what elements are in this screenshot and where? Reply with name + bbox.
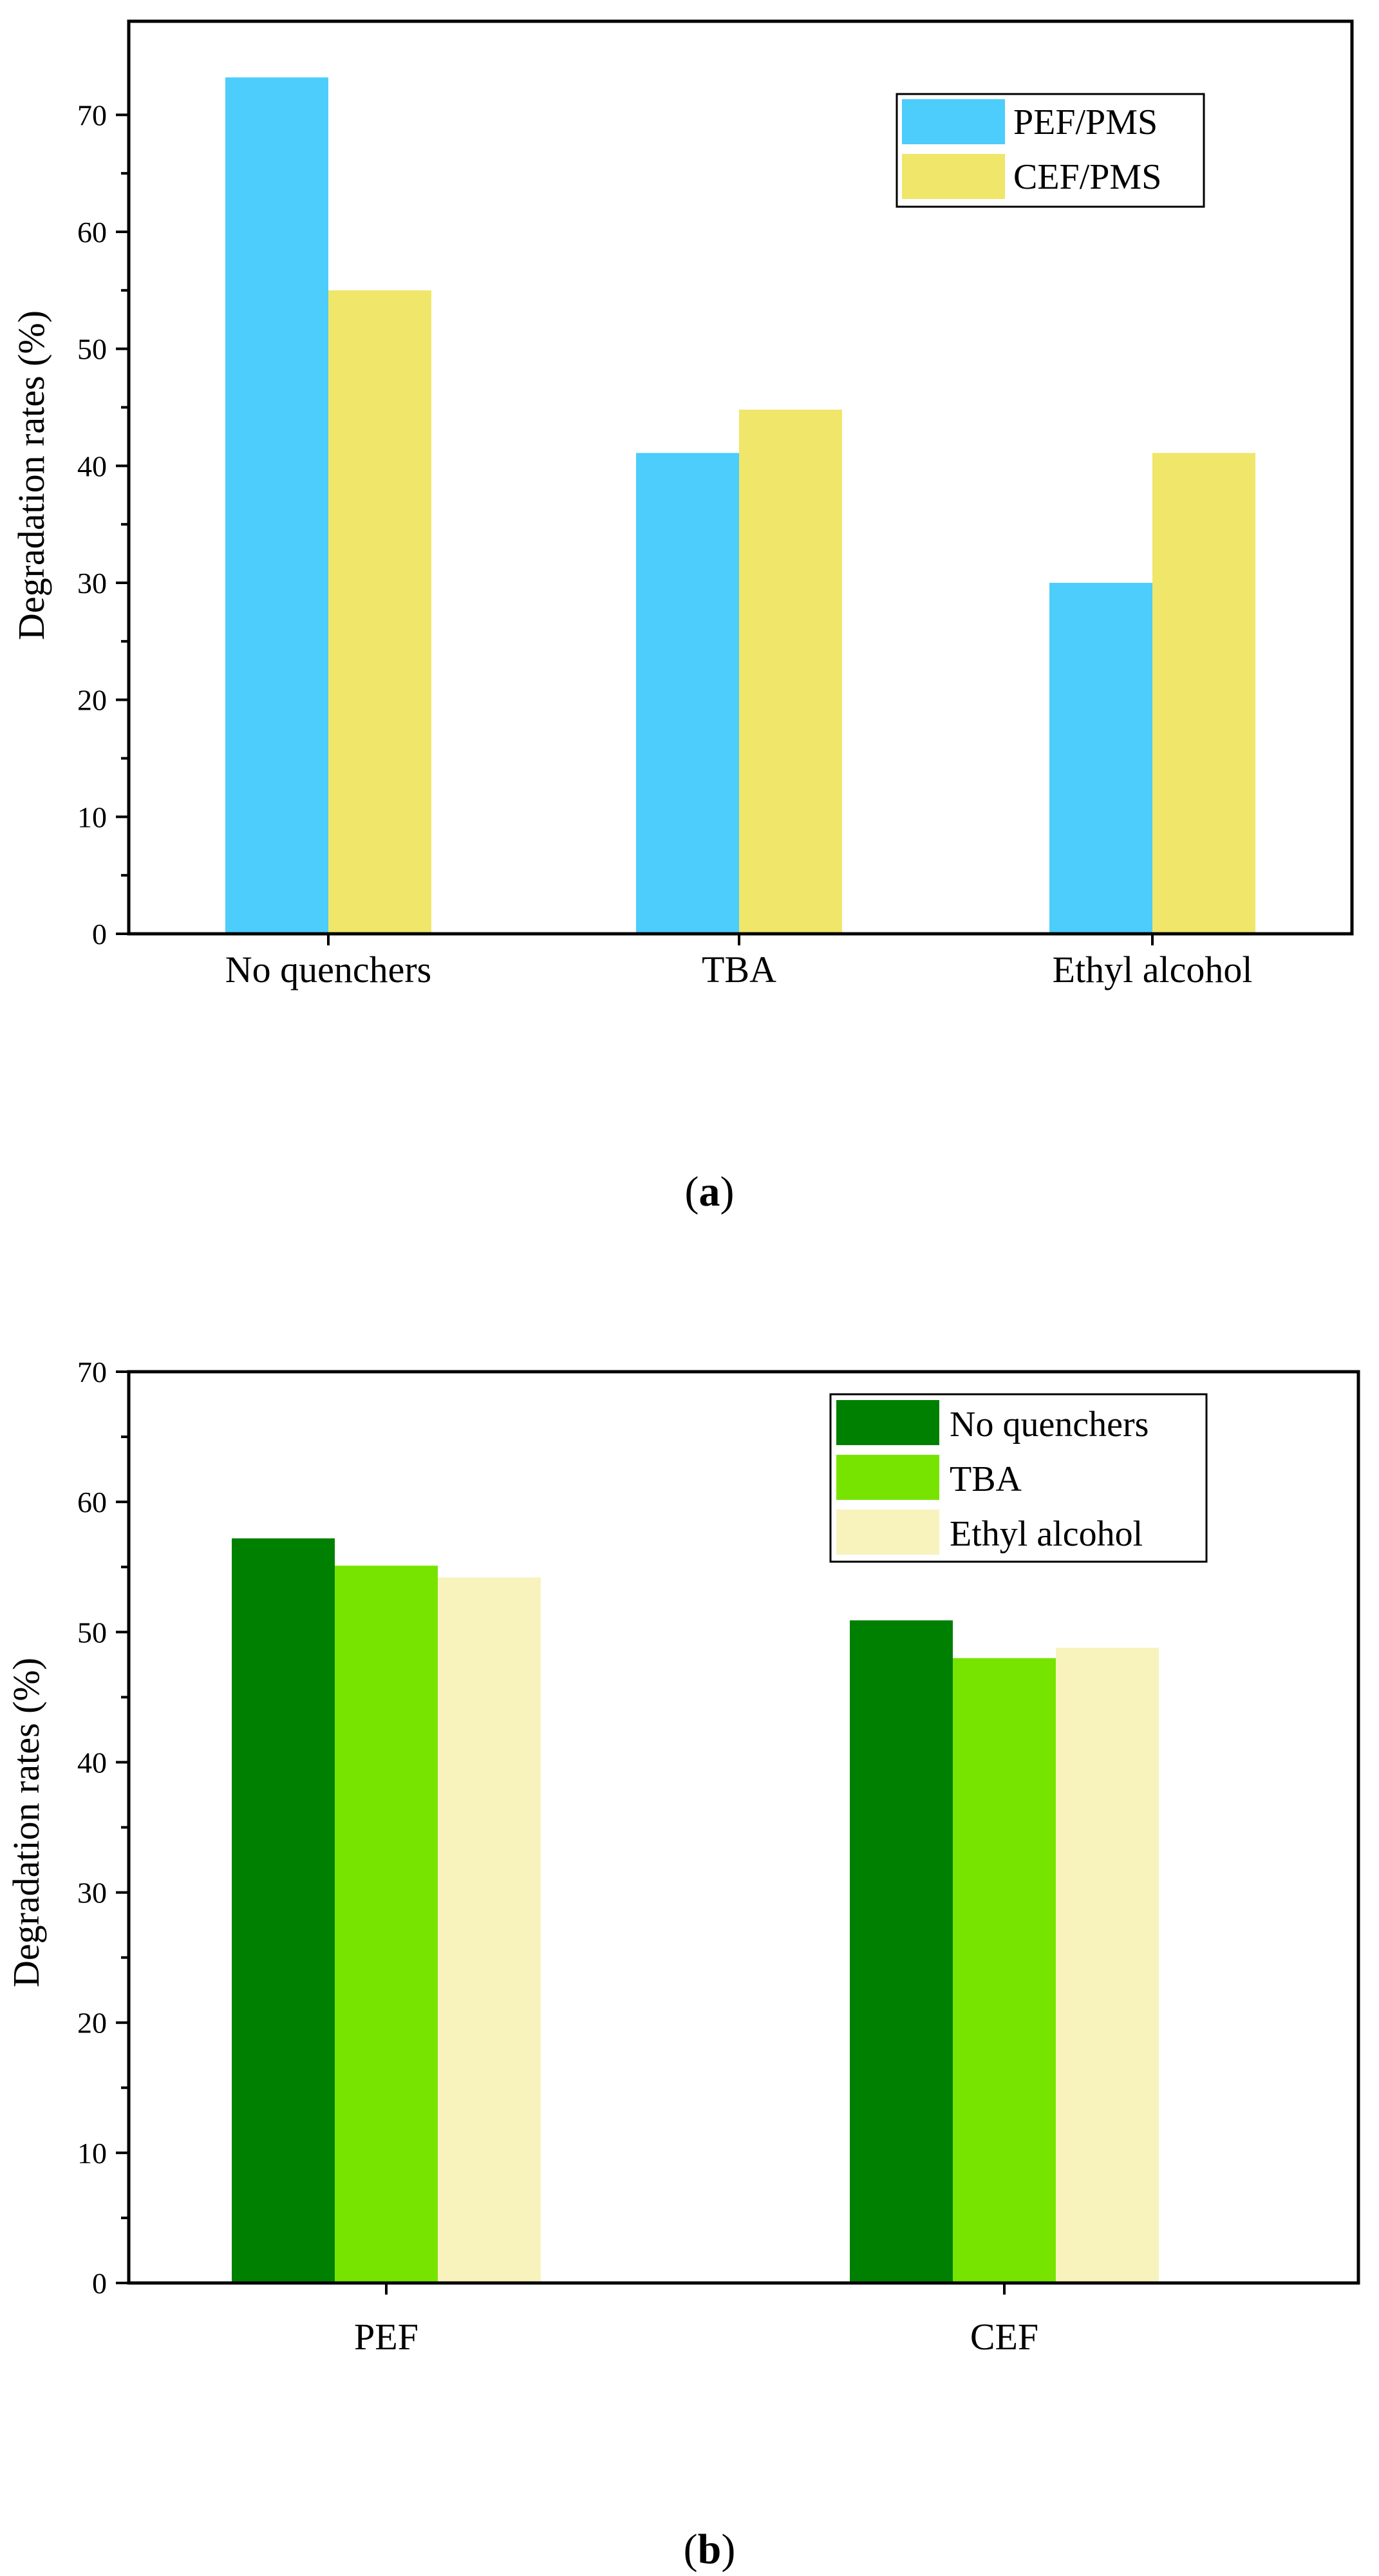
chart-b: 0 10 20 30 40 50 60 70 PEF CEF Degradation rates … (5, 1356, 1360, 2573)
chart-b-y-tick-label-40: 40 (77, 1746, 107, 1779)
chart-a-caption: (a) (685, 1168, 735, 1215)
chart-b-legend-label-ethyl-alcohol: Ethyl alcohol (950, 1514, 1143, 1554)
chart-a-y-tick-label-0: 0 (92, 918, 107, 951)
chart-b-bar-tba-cef (953, 1658, 1056, 2283)
chart-a-x-label-ethyl-alcohol: Ethyl alcohol (1053, 949, 1253, 990)
chart-b-y-tick-label-50: 50 (77, 1616, 107, 1649)
chart-a-y-tick-label-10: 10 (77, 800, 107, 833)
chart-a-legend-swatch-pef-pms (902, 99, 1005, 144)
chart-b-legend: No quenchers TBA Ethyl alcohol (829, 1393, 1208, 1563)
chart-a-bar-pef-pms-tba (636, 453, 739, 934)
chart-a-y-tick-label-70: 70 (77, 99, 107, 131)
chart-b-caption-letter: b (698, 2526, 722, 2573)
chart-b-y-axis-title: Degradation rates (%) (5, 1658, 47, 1987)
chart-b-bars (232, 1538, 1159, 2283)
chart-a: 0 10 20 30 40 50 60 70 No quenchers TBA Ethyl alco… (10, 19, 1354, 1215)
chart-a-bar-cef-pms-tba (739, 410, 842, 934)
chart-b-y-tick-label-60: 60 (77, 1486, 107, 1519)
chart-b-y-tick-label-30: 30 (77, 1877, 107, 1909)
chart-b-y-tick-label-10: 10 (77, 2137, 107, 2170)
chart-a-bar-cef-pms-ethyl-alcohol (1152, 453, 1255, 934)
chart-b-legend-label-tba: TBA (950, 1459, 1022, 1499)
chart-b-y-tick-label-70: 70 (77, 1356, 107, 1388)
chart-a-caption-close: ) (720, 1168, 735, 1215)
chart-a-caption-open: ( (685, 1168, 699, 1215)
chart-b-y-tick-label-20: 20 (77, 2007, 107, 2040)
chart-a-legend: PEF/PMS CEF/PMS (896, 93, 1205, 208)
chart-b-axes: 0 10 20 30 40 50 60 70 PEF CEF (77, 1356, 1360, 2358)
chart-b-legend-swatch-ethyl-alcohol (836, 1510, 939, 1555)
chart-b-bar-tba-pef (335, 1566, 438, 2283)
chart-b-x-label-pef: PEF (354, 2316, 418, 2358)
chart-a-y-tick-label-60: 60 (77, 216, 107, 249)
chart-a-legend-label-pef-pms: PEF/PMS (1013, 102, 1158, 142)
chart-b-bar-no-quenchers-pef (232, 1538, 335, 2283)
chart-a-bar-pef-pms-ethyl-alcohol (1049, 583, 1152, 934)
chart-b-caption-open: ( (684, 2526, 698, 2573)
chart-a-caption-letter: a (699, 1168, 720, 1215)
chart-a-bar-cef-pms-no-quenchers (328, 290, 431, 934)
chart-b-caption: (b) (684, 2526, 736, 2573)
chart-a-bars (225, 77, 1255, 934)
chart-b-legend-swatch-tba (836, 1455, 939, 1500)
chart-b-caption-close: ) (721, 2526, 735, 2573)
chart-b-x-label-cef: CEF (970, 2316, 1038, 2358)
chart-b-bar-ethyl-alcohol-pef (438, 1577, 541, 2283)
chart-a-y-axis-title: Degradation rates (%) (10, 310, 52, 640)
chart-a-x-label-tba: TBA (702, 949, 776, 990)
chart-a-y-tick-label-40: 40 (77, 450, 107, 482)
chart-b-legend-label-no-quenchers: No quenchers (950, 1405, 1149, 1444)
chart-a-y-tick-label-50: 50 (77, 333, 107, 366)
chart-b-bar-no-quenchers-cef (850, 1620, 953, 2283)
chart-a-axes: 0 10 20 30 40 50 60 70 No quenchers TBA Ethyl alco… (77, 19, 1354, 990)
chart-a-legend-label-cef-pms: CEF/PMS (1013, 157, 1161, 197)
chart-a-legend-swatch-cef-pms (902, 154, 1005, 199)
chart-b-y-tick-label-0: 0 (92, 2267, 107, 2300)
chart-b-legend-swatch-no-quenchers (836, 1400, 939, 1445)
chart-b-bar-ethyl-alcohol-cef (1056, 1647, 1159, 2283)
chart-a-bar-pef-pms-no-quenchers (225, 77, 328, 934)
chart-a-y-tick-label-20: 20 (77, 684, 107, 717)
chart-a-x-label-no-quenchers: No quenchers (225, 949, 432, 990)
chart-a-y-tick-label-30: 30 (77, 567, 107, 600)
